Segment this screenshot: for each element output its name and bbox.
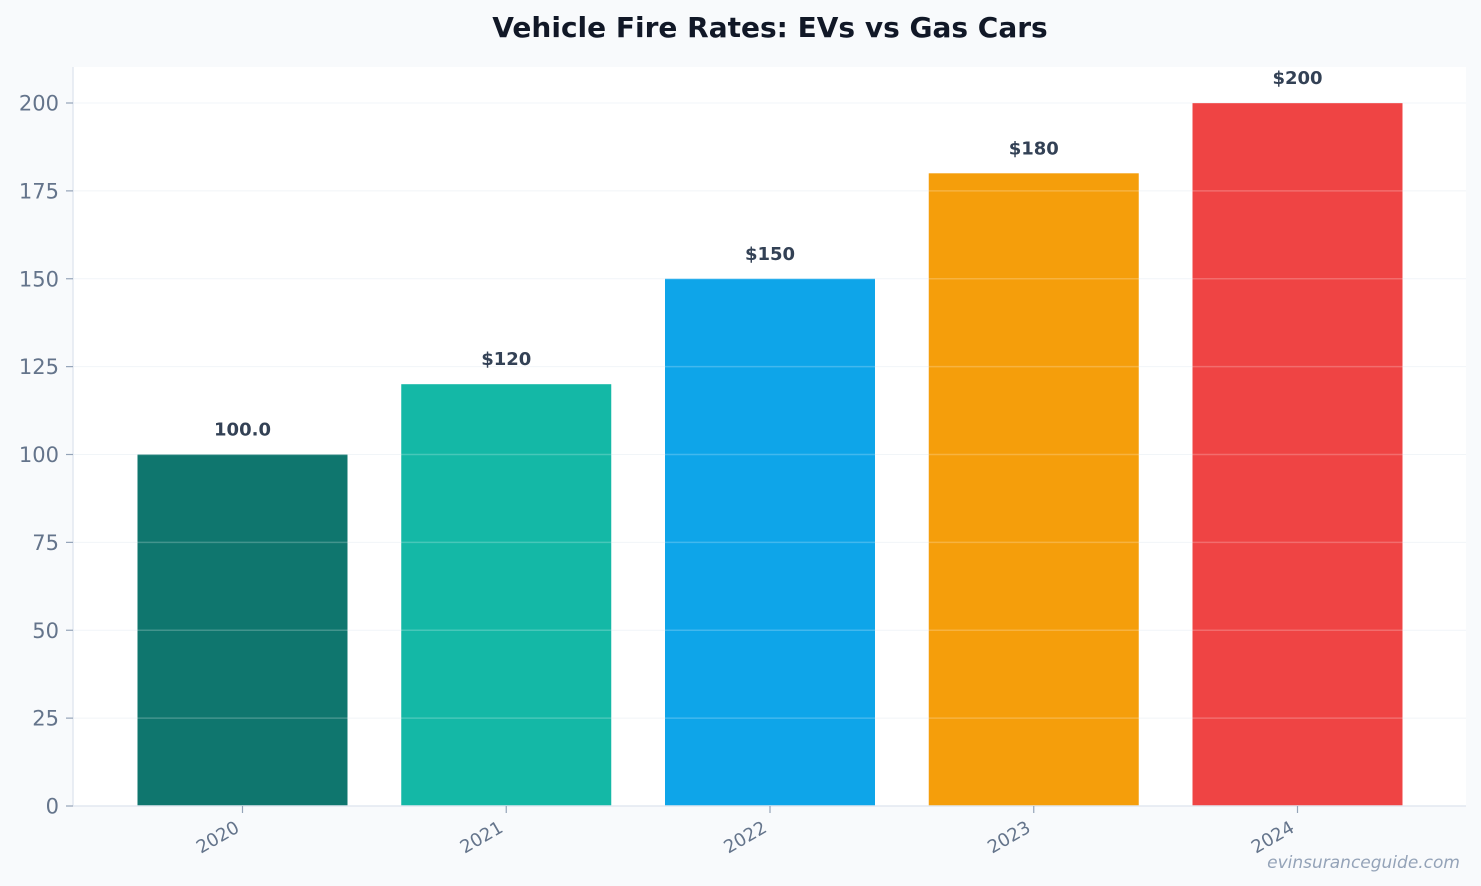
y-tick-label-100: 100	[19, 443, 59, 467]
bar-2024	[1192, 103, 1403, 806]
y-tick-label-75: 75	[32, 531, 59, 555]
y-axis-ticks: 0 25 50 75 100 125 150 175 200	[19, 92, 73, 819]
chart-title: Vehicle Fire Rates: EVs vs Gas Cars	[492, 11, 1047, 44]
watermark: evinsuranceguide.com	[1267, 853, 1460, 873]
bars	[137, 103, 1403, 807]
data-label-2020: 100.0	[214, 420, 271, 441]
y-tick-label-150: 150	[19, 267, 59, 291]
bar-2021	[401, 384, 612, 806]
data-label-2024: $200	[1272, 68, 1322, 89]
y-tick-label-50: 50	[32, 619, 59, 643]
bar-2022	[665, 278, 875, 806]
data-labels: 100.0 $120 $150 $180 $200	[214, 68, 1323, 441]
bar-2020	[137, 454, 348, 806]
bar-2023	[928, 173, 1139, 807]
y-tick-label-125: 125	[19, 355, 59, 379]
y-tick-label-200: 200	[19, 92, 59, 116]
y-tick-label-25: 25	[32, 707, 59, 731]
data-label-2022: $150	[745, 244, 795, 265]
data-label-2021: $120	[481, 349, 531, 370]
data-label-2023: $180	[1009, 138, 1059, 159]
y-tick-label-0: 0	[46, 795, 59, 819]
bar-overlay-gridlines	[73, 102, 1466, 719]
y-tick-label-175: 175	[19, 179, 59, 203]
